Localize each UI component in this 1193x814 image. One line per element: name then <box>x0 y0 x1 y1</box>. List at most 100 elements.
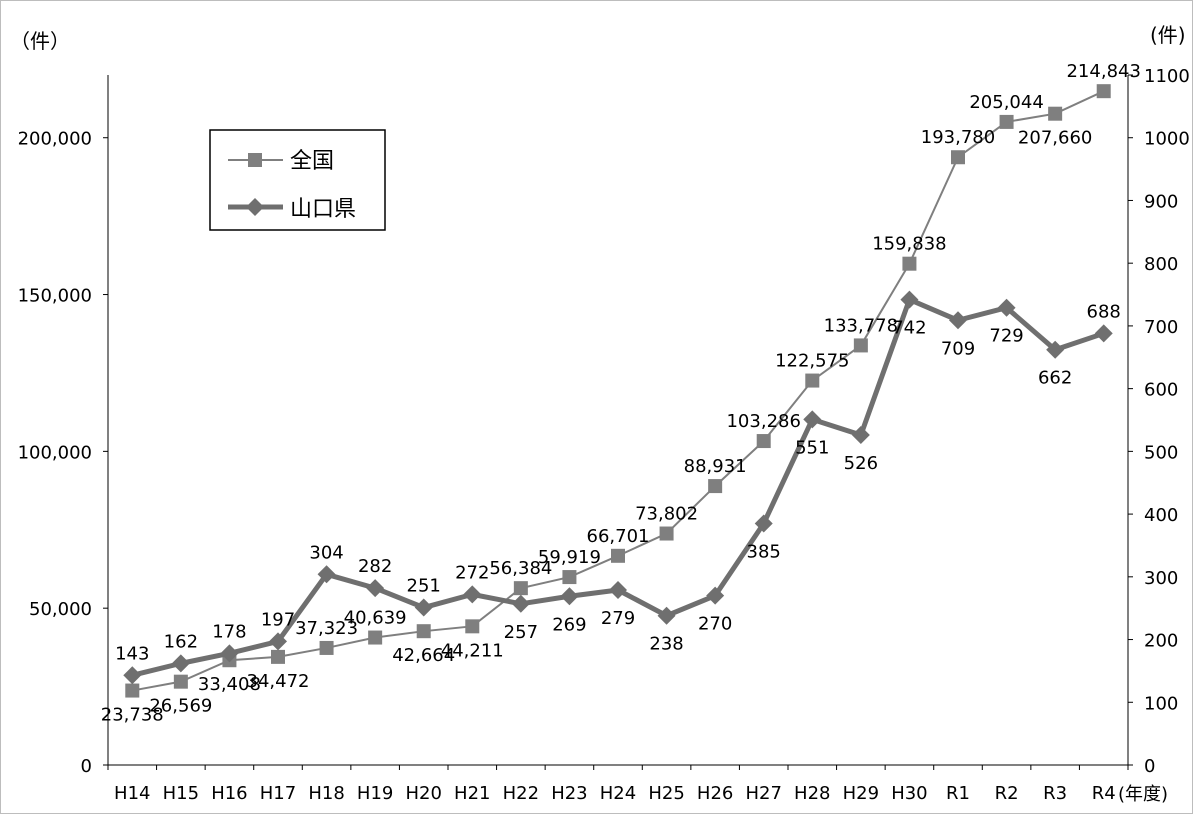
x-tick-label: R2 <box>995 783 1019 804</box>
yamaguchi-data-label: 662 <box>1038 368 1072 389</box>
national-data-label: 26,569 <box>149 696 212 717</box>
national-data-label: 59,919 <box>538 547 601 568</box>
x-tick-label: H17 <box>260 783 296 804</box>
yamaguchi-data-label: 729 <box>989 326 1023 347</box>
left-axis-unit: （件） <box>10 29 70 53</box>
yamaguchi-point <box>754 514 773 533</box>
x-tick-label: H16 <box>211 783 247 804</box>
right-tick-label: 400 <box>1144 505 1178 526</box>
national-data-label: 44,211 <box>441 640 504 661</box>
x-tick-label: H27 <box>745 783 781 804</box>
yamaguchi-point <box>949 311 967 330</box>
yamaguchi-point <box>1094 324 1113 343</box>
legend: 全国 山口県 <box>209 129 386 231</box>
x-tick-label: H14 <box>114 783 150 804</box>
national-data-label: 88,931 <box>684 456 747 477</box>
national-data-label: 66,701 <box>587 526 650 547</box>
yamaguchi-data-label: 269 <box>552 614 586 635</box>
national-data-label: 133,778 <box>824 315 898 336</box>
right-axis-ticks: 0 100 200 300 400 500 600 700 800 900 1000 1100 <box>1128 66 1190 777</box>
national-data-label: 122,575 <box>775 351 849 372</box>
x-tick-label: H20 <box>405 783 441 804</box>
right-tick-label: 600 <box>1144 380 1178 401</box>
x-tick-label: H29 <box>843 783 879 804</box>
national-data-label: 73,802 <box>635 504 698 525</box>
national-point <box>611 548 625 563</box>
yamaguchi-data-label: 709 <box>941 338 975 359</box>
yamaguchi-data-label: 178 <box>212 621 246 642</box>
x-tick-label: H15 <box>163 783 199 804</box>
national-point <box>125 683 140 698</box>
yamaguchi-point <box>609 580 627 599</box>
yamaguchi-data-label: 270 <box>698 614 732 635</box>
yamaguchi-data-label: 272 <box>455 562 489 583</box>
national-point <box>173 674 188 689</box>
yamaguchi-data-label: 526 <box>844 453 878 474</box>
national-data-label: 193,780 <box>921 127 995 148</box>
yamaguchi-data-label: 304 <box>309 542 343 563</box>
x-tick-label: H19 <box>357 783 393 804</box>
national-point <box>465 619 480 634</box>
national-point <box>1096 84 1111 99</box>
x-tick-label: H22 <box>503 783 539 804</box>
yamaguchi-data-label: 282 <box>358 556 392 577</box>
national-data-label: 42,664 <box>392 645 455 666</box>
yamaguchi-point <box>511 594 530 613</box>
right-axis-unit: (件) <box>1150 23 1186 47</box>
yamaguchi-point <box>803 410 822 429</box>
left-tick-label: 0 <box>81 756 92 777</box>
yamaguchi-data-label: 143 <box>115 643 149 664</box>
yamaguchi-point <box>1046 340 1065 359</box>
yamaguchi-point <box>366 579 385 598</box>
yamaguchi-point <box>171 654 190 673</box>
x-tick-label: H28 <box>794 783 830 804</box>
national-point <box>999 114 1014 129</box>
axes <box>107 75 1129 766</box>
yamaguchi-data-label: 385 <box>747 542 781 563</box>
yamaguchi-point <box>220 644 239 663</box>
yamaguchi-point <box>657 606 676 625</box>
yamaguchi-point <box>706 586 725 605</box>
left-tick-label: 150,000 <box>18 286 92 307</box>
national-data-label: 103,286 <box>726 411 800 432</box>
yamaguchi-point <box>560 587 579 606</box>
legend-marker-national <box>248 153 262 167</box>
right-tick-label: 300 <box>1144 568 1178 589</box>
yamaguchi-point <box>414 598 433 617</box>
left-tick-label: 100,000 <box>18 442 92 463</box>
national-point <box>416 624 431 639</box>
yamaguchi-data-label: 551 <box>795 437 829 458</box>
national-point <box>562 570 577 585</box>
legend-label-yamaguchi: 山口県 <box>290 197 356 222</box>
national-data-label: 34,472 <box>247 671 310 692</box>
national-data-label: 23,738 <box>101 705 164 726</box>
national-data-label: 205,044 <box>969 92 1043 113</box>
right-tick-label: 700 <box>1144 317 1178 338</box>
national-point <box>805 373 820 388</box>
national-point <box>756 434 771 449</box>
yamaguchi-data-label: 197 <box>261 609 295 630</box>
right-tick-label: 0 <box>1144 756 1155 777</box>
x-tick-label: H24 <box>600 783 636 804</box>
yamaguchi-data-label: 257 <box>504 622 538 643</box>
national-point <box>319 640 334 655</box>
yamaguchi-data-label: 279 <box>601 608 635 629</box>
right-tick-label: 800 <box>1144 254 1178 275</box>
national-data-label: 159,838 <box>872 234 946 255</box>
national-point <box>513 581 528 596</box>
x-tick-label: R3 <box>1043 783 1067 804</box>
national-data-label: 40,639 <box>344 608 407 629</box>
national-data-label: 33,408 <box>198 674 261 695</box>
national-data-label: 37,323 <box>295 618 358 639</box>
x-tick-label: H23 <box>551 783 587 804</box>
legend-label-national: 全国 <box>290 149 334 174</box>
national-data-label: 214,843 <box>1066 61 1140 82</box>
yamaguchi-data-label: 162 <box>164 631 198 652</box>
yamaguchi-point <box>123 666 142 685</box>
right-tick-label: 900 <box>1144 191 1178 212</box>
yamaguchi-point <box>463 585 482 604</box>
right-tick-label: 200 <box>1144 631 1178 652</box>
legend-box <box>209 129 386 231</box>
